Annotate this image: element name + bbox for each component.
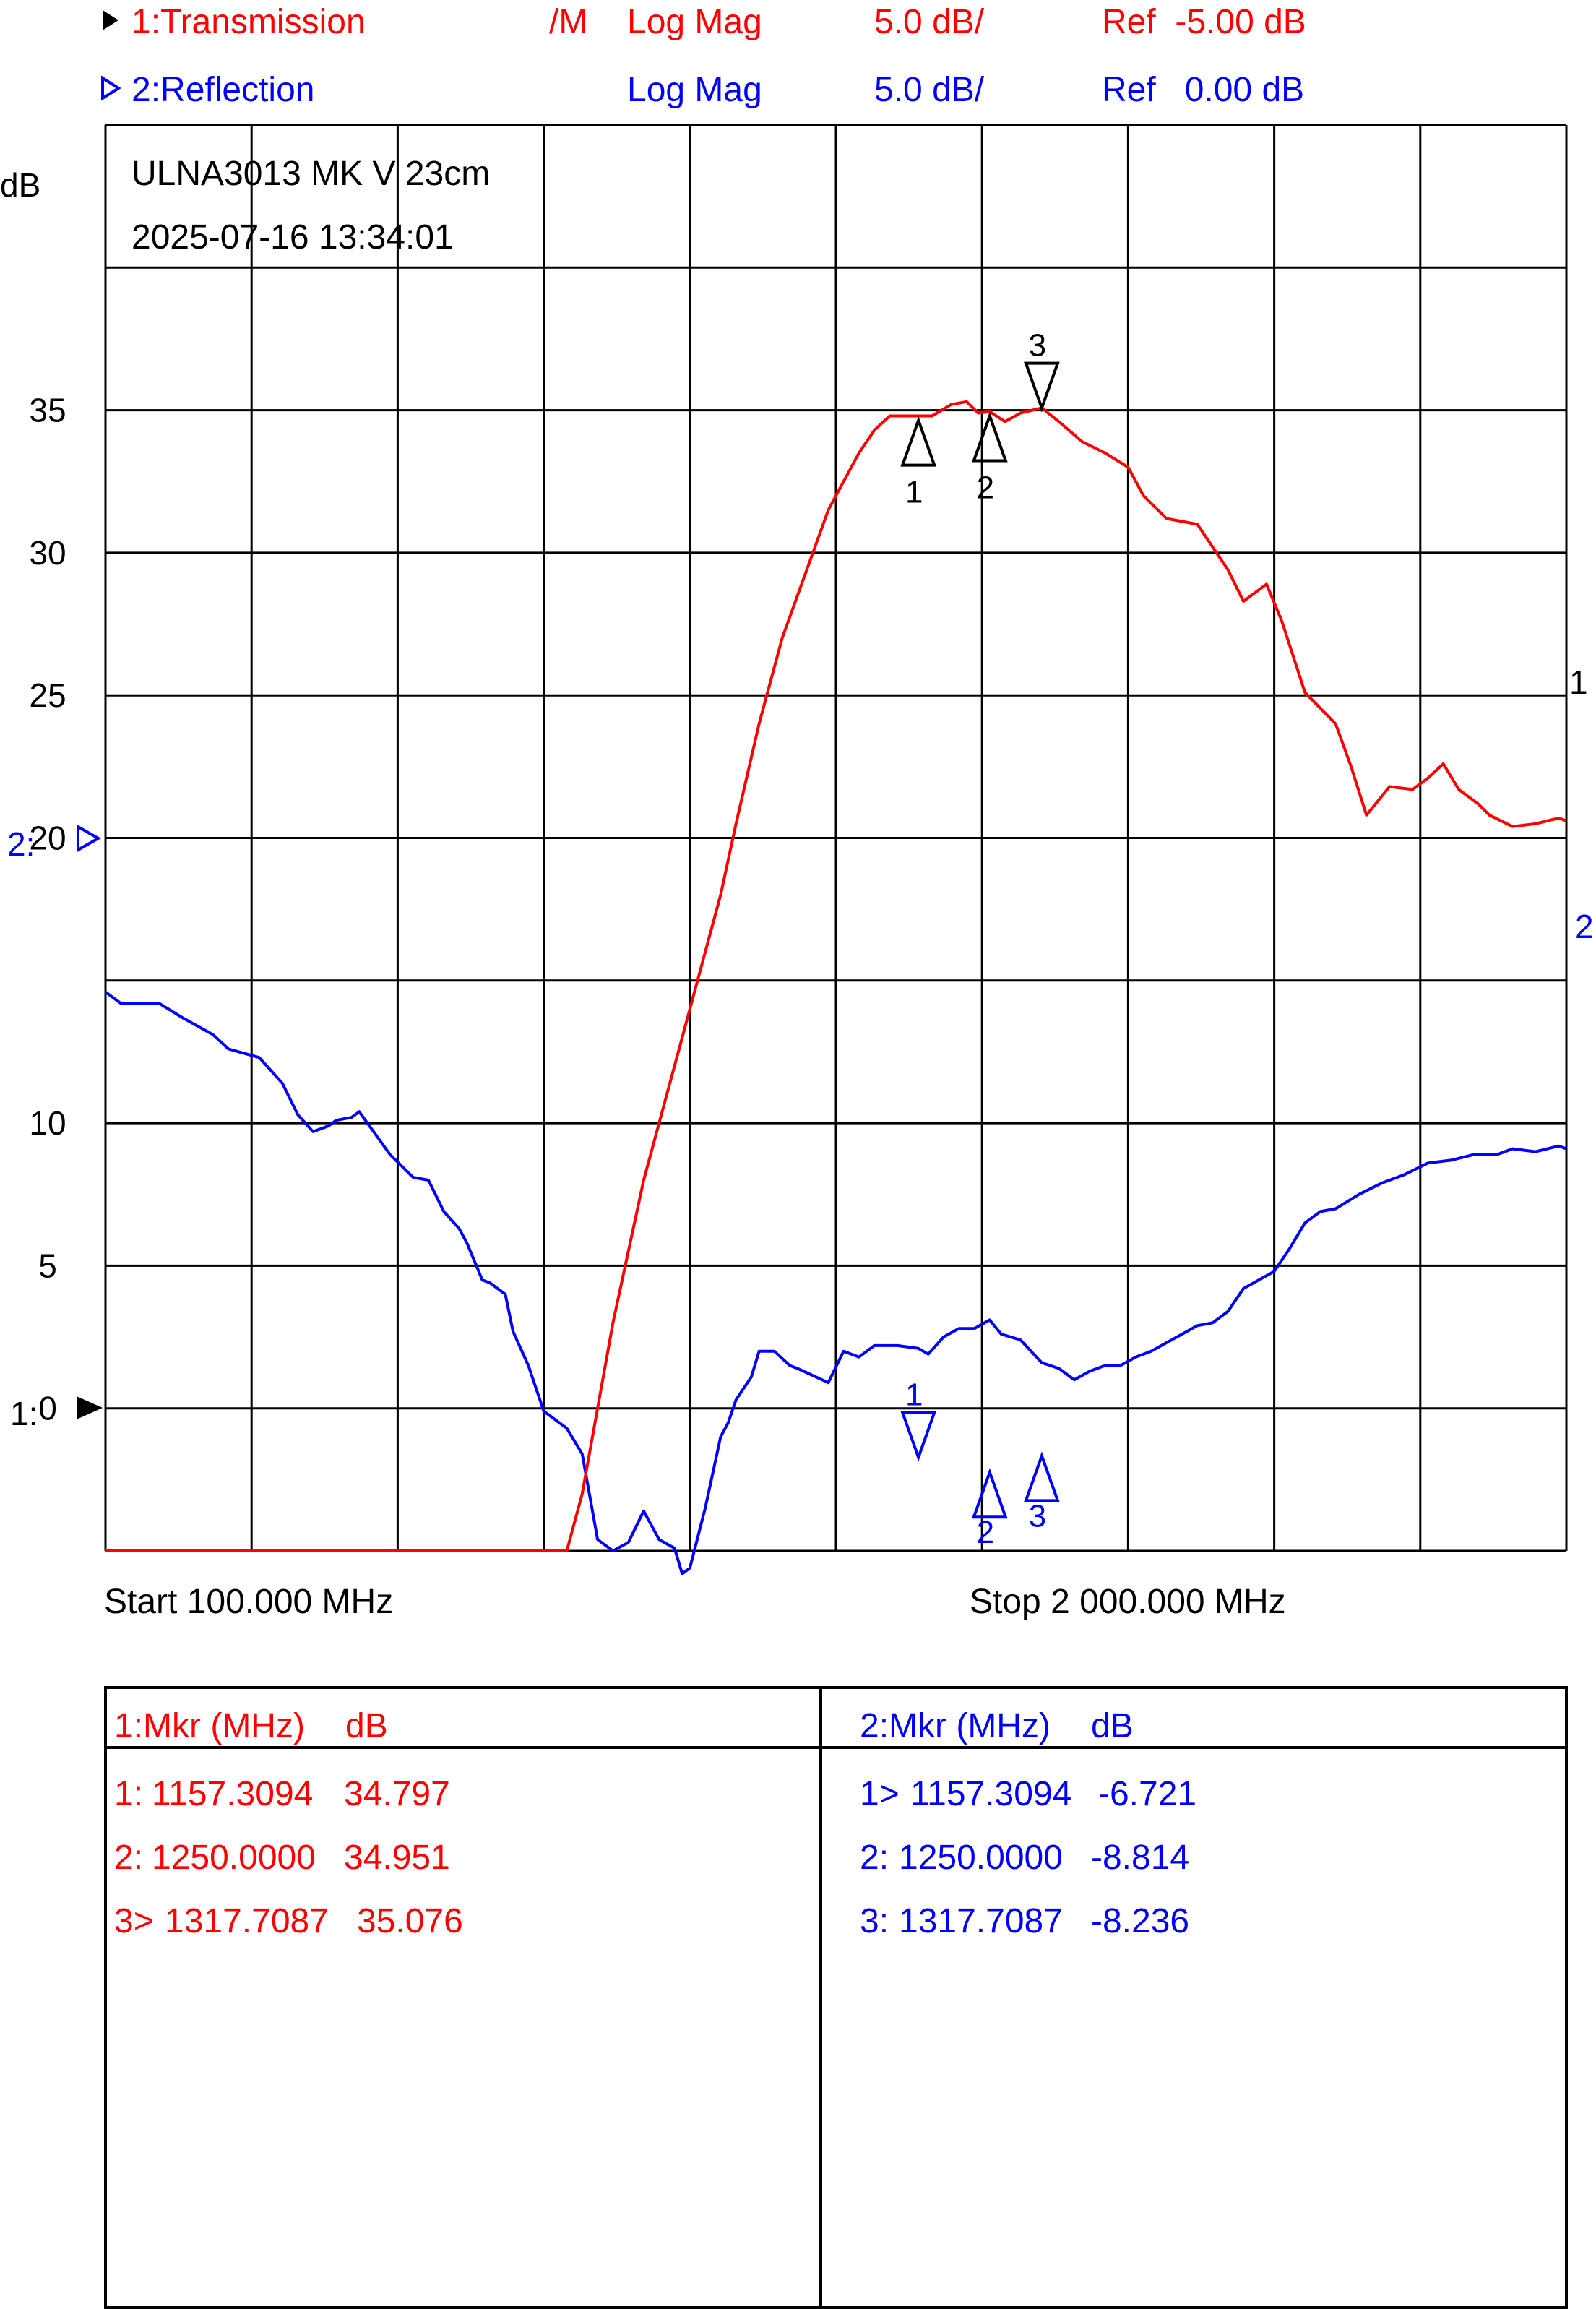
marker-active-icon	[1024, 361, 1060, 413]
trace2-marker-id: 2:	[860, 1839, 889, 1877]
y-tick-label: 35	[29, 392, 66, 429]
trace2-marker-id: 1>	[860, 1775, 900, 1813]
trace1-marker-freq: 1157.3094	[152, 1775, 313, 1813]
trace2-indicator-icon	[101, 75, 121, 101]
y-tick-labels: 35 30 25 20 10 5 0	[29, 392, 66, 1427]
trace2-marker-value: -8.814	[1091, 1839, 1189, 1877]
trace2-format: Log Mag	[627, 71, 762, 109]
marker-number: 1	[905, 1377, 923, 1413]
trace1-ref-indicator-icon	[77, 1396, 103, 1419]
marker-number: 2	[977, 470, 994, 506]
marker-number: 2	[977, 1515, 994, 1550]
marker-table-frame	[104, 1686, 1568, 2309]
marker-icon	[900, 416, 937, 467]
trace1-marker-value: 34.797	[344, 1775, 450, 1813]
trace2-end-label: 2	[1575, 908, 1594, 945]
stop-frequency: Stop 2 000.000 MHz	[970, 1583, 1286, 1621]
marker-number: 3	[1029, 1498, 1046, 1534]
marker-active-icon	[900, 1411, 937, 1462]
y-tick-label: 30	[29, 534, 66, 572]
trace2-marker-header: 2:Mkr (MHz)	[860, 1707, 1051, 1745]
trace1-marker-value: 35.076	[357, 1902, 463, 1940]
trace1-marker-id: 2:	[114, 1839, 143, 1877]
trace1-marker-value: 34.951	[344, 1839, 450, 1877]
trace1-format: Log Mag	[627, 3, 762, 41]
timestamp: 2025-07-16 13:34:01	[131, 218, 454, 257]
trace2-marker-unit: dB	[1091, 1707, 1134, 1745]
traces	[104, 400, 1567, 1575]
reflection-trace	[104, 990, 1567, 1575]
trace2-ref-indicator-icon	[77, 824, 102, 853]
marker-table: 1:Mkr (MHz) dB 2:Mkr (MHz) dB 1: 1157.30…	[104, 1686, 1568, 2309]
y-tick-label: 5	[38, 1247, 57, 1284]
trace1-marker-header: 1:Mkr (MHz)	[114, 1707, 305, 1745]
trace2-marker-value: -6.721	[1098, 1775, 1196, 1813]
trace1-active-indicator-icon	[103, 10, 118, 30]
trace2-scale: 5.0 dB/	[874, 71, 985, 109]
marker-number: 1	[905, 475, 923, 510]
trace2-marker-value: -8.236	[1091, 1902, 1189, 1940]
marker-icon	[972, 411, 1008, 463]
trace1-marker-freq: 1250.0000	[152, 1839, 316, 1877]
trace2-name: 2:Reflection	[131, 71, 314, 109]
trace1-marker-unit: dB	[345, 1707, 388, 1745]
trace1-marker-freq: 1317.7087	[165, 1902, 329, 1940]
trace2-marker-id: 3:	[860, 1902, 889, 1940]
marker-icon	[972, 1468, 1008, 1519]
device-name: ULNA3013 MK V 23cm	[131, 155, 490, 193]
trace1-end-label: 1	[1569, 663, 1588, 701]
trace1-scale: 5.0 dB/	[874, 3, 985, 41]
y-tick-label: 0	[38, 1390, 57, 1427]
marker-number: 3	[1029, 328, 1046, 364]
y-tick-label: 20	[29, 820, 66, 857]
y-tick-label: 10	[29, 1104, 66, 1142]
trace2-ref-label: 2:	[7, 825, 35, 863]
marker-icon	[1024, 1451, 1060, 1502]
transmission-trace	[105, 400, 1567, 1552]
trace2-marker-freq: 1157.3094	[910, 1775, 1071, 1813]
start-frequency: Start 100.000 MHz	[104, 1583, 393, 1621]
trace1-ref: Ref -5.00 dB	[1102, 3, 1306, 41]
trace1-ref-label: 1:	[10, 1395, 38, 1432]
trace2-ref: Ref 0.00 dB	[1102, 71, 1304, 109]
trace2-marker-freq: 1317.7087	[899, 1902, 1063, 1940]
trace1-flag: /M	[549, 3, 587, 41]
trace1-name: 1:Transmission	[131, 3, 366, 41]
y-axis-unit: dB	[0, 166, 40, 204]
trace1-marker-id: 1:	[114, 1775, 143, 1813]
y-tick-label: 25	[29, 676, 66, 714]
plot-grid	[104, 124, 1568, 1552]
trace1-marker-id: 3>	[114, 1902, 154, 1940]
trace2-marker-freq: 1250.0000	[899, 1839, 1063, 1877]
